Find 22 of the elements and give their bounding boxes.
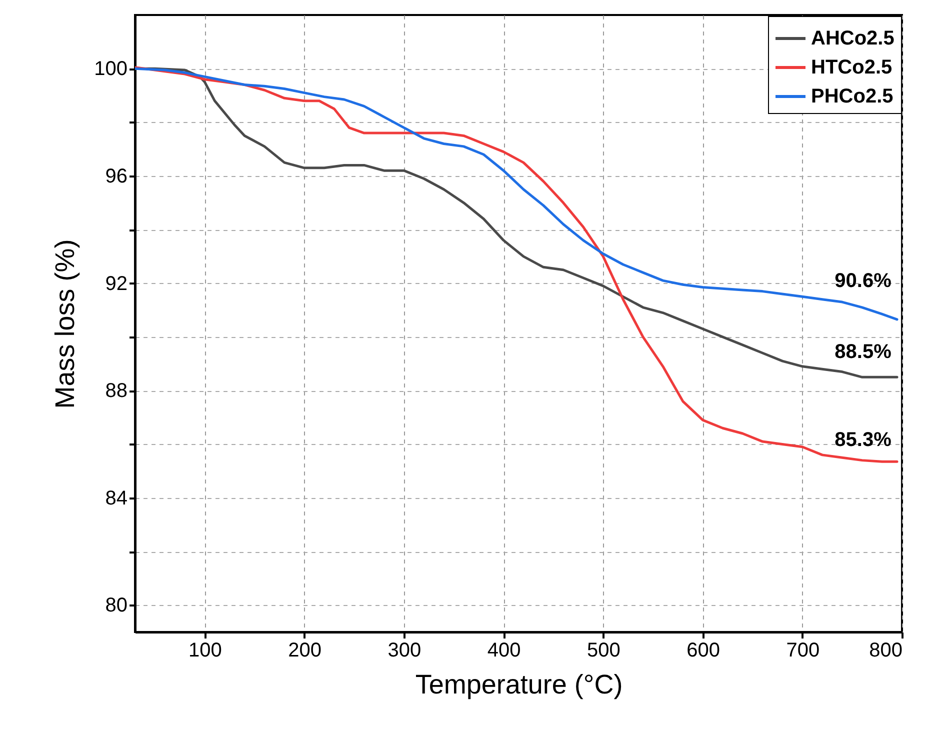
x-tick-label: 500 <box>586 640 620 662</box>
y-axis-title: Mass loss (%) <box>50 239 80 409</box>
legend-label: AHCo2.5 <box>811 28 894 50</box>
y-tick-label: 80 <box>105 594 128 617</box>
x-tick-label: 400 <box>487 640 521 662</box>
x-tick-label: 800 <box>869 640 902 662</box>
y-tick-label: 84 <box>105 487 128 510</box>
x-tick-label: 200 <box>288 640 322 662</box>
y-tick-label: 100 <box>94 58 128 80</box>
annotation: 88.5% <box>834 341 892 363</box>
y-tick-label: 88 <box>105 380 128 402</box>
x-tick-label: 100 <box>188 640 222 662</box>
y-tick-label: 92 <box>105 272 128 295</box>
annotation: 85.3% <box>834 429 892 451</box>
x-tick-label: 700 <box>786 640 820 662</box>
x-axis-title: Temperature (°C) <box>415 670 623 700</box>
y-tick-label: 96 <box>105 165 128 188</box>
annotation: 90.6% <box>834 270 892 292</box>
x-tick-label: 300 <box>388 640 422 662</box>
legend-label: PHCo2.5 <box>811 86 894 108</box>
legend-label: HTCo2.5 <box>811 56 892 78</box>
x-tick-label: 600 <box>686 640 720 662</box>
